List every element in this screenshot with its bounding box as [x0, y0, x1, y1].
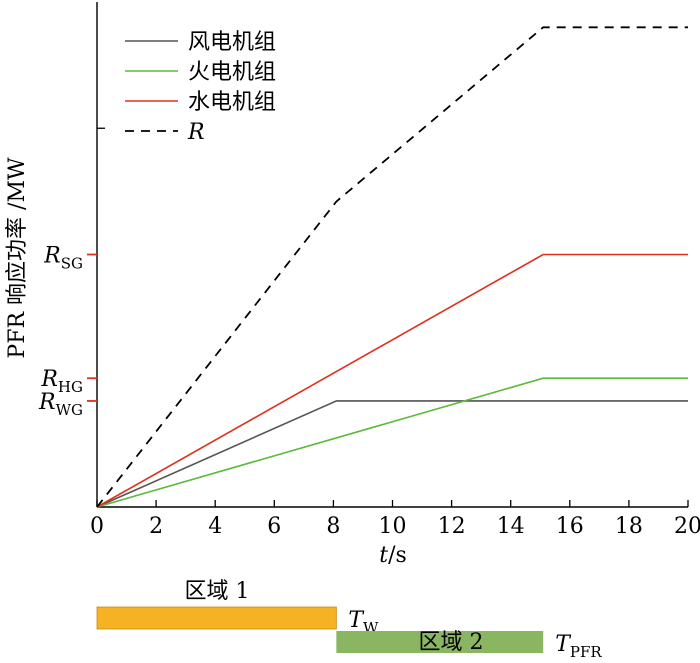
series-line-4 — [96, 26, 688, 508]
series-lines — [96, 26, 688, 508]
y-tick-symbol: R — [40, 367, 58, 392]
x-tick-label: 4 — [208, 514, 222, 539]
legend-label-1: 风电机组 — [188, 30, 276, 55]
x-tick-label: 20 — [674, 514, 700, 539]
y-axis-label: PFR 响应功率 /MW — [5, 157, 30, 359]
region-end-marker-2: TPFR — [555, 632, 602, 661]
legend-label-4: R — [187, 120, 205, 145]
x-tick-label: 8 — [326, 514, 340, 539]
x-tick-label: 2 — [149, 514, 163, 539]
x-tick-label: 18 — [615, 514, 643, 539]
x-axis-unit: /s — [388, 543, 407, 568]
y-tick-subscript: SG — [61, 255, 83, 273]
x-axis-label: t/s — [379, 543, 407, 568]
region-label-2: 区域 2 — [419, 630, 484, 655]
y-tick-symbol: R — [43, 244, 61, 269]
x-tick-label: 14 — [497, 514, 525, 539]
x-tick-label: 10 — [379, 514, 407, 539]
marker-symbol: T — [348, 608, 365, 633]
y-tick-label-sg: RSG — [43, 244, 83, 273]
series-line-1 — [96, 400, 688, 508]
marker-symbol: T — [555, 632, 572, 657]
x-axis-var: t — [379, 543, 388, 568]
series-line-3 — [96, 253, 688, 508]
legend-label-3: 水电机组 — [188, 90, 276, 115]
x-tick-label: 12 — [438, 514, 466, 539]
x-tick-label: 6 — [267, 514, 281, 539]
x-tick-label: 0 — [90, 514, 104, 539]
marker-subscript: PFR — [570, 643, 603, 661]
series-line-2 — [96, 377, 688, 508]
region-label-1: 区域 1 — [185, 579, 250, 604]
y-tick-label-hg: RHG — [40, 367, 83, 396]
legend-label-2: 火电机组 — [188, 60, 276, 85]
y-tick-label-wg: RWG — [38, 390, 83, 419]
y-tick-subscript: WG — [56, 401, 83, 419]
y-tick-subscript: HG — [58, 378, 83, 396]
x-tick-label: 16 — [556, 514, 584, 539]
region-bar-2 — [336, 631, 544, 653]
x-ticks: 0 2 4 6 8 10 12 14 16 18 20 — [90, 500, 700, 539]
y-tick-symbol: R — [38, 390, 56, 415]
region-bar-1 — [96, 606, 337, 630]
